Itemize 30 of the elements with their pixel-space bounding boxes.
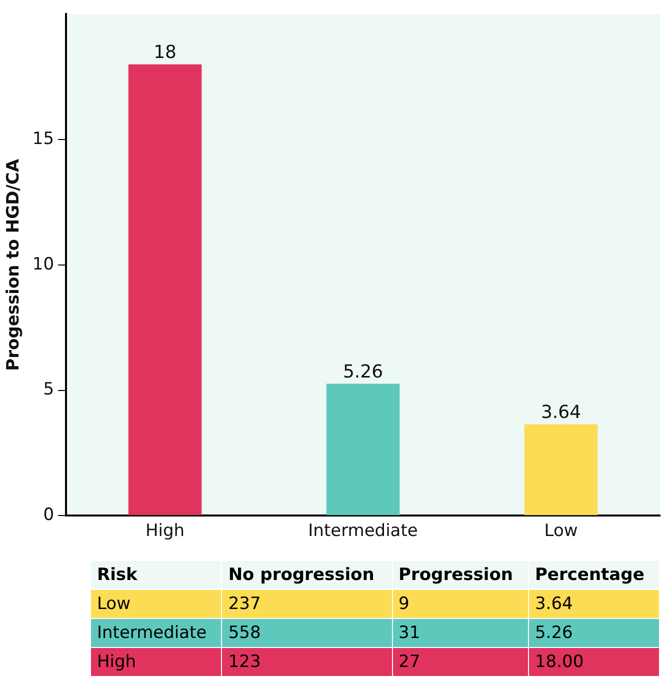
bar: [524, 424, 598, 516]
y-tick-label: 10: [32, 254, 54, 274]
text: Risk: [90, 560, 222, 590]
y-tick-label: 15: [32, 128, 54, 149]
category-label: Intermediate: [90, 618, 222, 648]
data-label: 3.64: [540, 402, 582, 424]
data-label: 5.26: [342, 361, 384, 382]
x-tick-label: Low: [544, 521, 578, 542]
text: 27: [398, 652, 420, 672]
text: 3.64: [534, 594, 573, 614]
category-label: Percentage: [534, 565, 644, 585]
x-tick-label: Intermediate: [308, 521, 418, 542]
text: 31: [398, 623, 420, 643]
y-tick-label: 5: [43, 380, 54, 400]
text: 558: [228, 623, 261, 643]
text: 9: [398, 594, 410, 614]
category-label: Progression: [398, 565, 513, 585]
text: 123: [228, 652, 261, 672]
bar: [128, 64, 202, 516]
y-tick-label: 0: [43, 505, 54, 526]
x-tick-label: High: [145, 521, 185, 542]
y-axis-title: Progession to HGD/CA: [4, 158, 24, 371]
category-label: High: [90, 648, 222, 676]
category-label: No progression: [228, 565, 374, 585]
text: 237: [228, 594, 261, 614]
data-label: 18: [154, 42, 176, 64]
bar: [326, 384, 400, 516]
text: 5.26: [534, 623, 573, 643]
category-label: Low: [90, 590, 222, 618]
text: 18.00: [534, 652, 584, 672]
